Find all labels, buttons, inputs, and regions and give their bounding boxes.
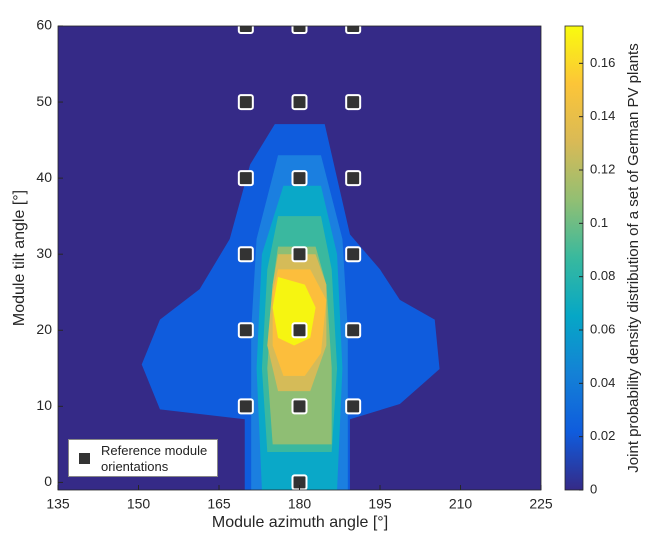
- x-tick-label: 180: [288, 496, 312, 512]
- colorbar-tick-label: 0.12: [590, 161, 615, 176]
- x-tick-label: 150: [127, 496, 151, 512]
- y-tick-label: 50: [36, 93, 52, 109]
- x-tick-label: 135: [46, 496, 70, 512]
- colorbar-tick-label: 0.08: [590, 268, 615, 283]
- reference-point: [291, 170, 308, 187]
- reference-point: [291, 94, 308, 111]
- x-tick-label: 210: [449, 496, 473, 512]
- y-tick-label: 10: [36, 397, 52, 413]
- colorbar-tick-label: 0: [590, 481, 597, 496]
- reference-point: [345, 26, 362, 34]
- y-tick-label: 20: [36, 321, 52, 337]
- x-tick-label: 165: [207, 496, 231, 512]
- colorbar: [564, 25, 584, 491]
- reference-point: [237, 398, 254, 415]
- legend-label: Reference module orientations: [101, 443, 208, 474]
- reference-point: [291, 398, 308, 415]
- reference-point: [345, 322, 362, 339]
- colorbar-tick-label: 0.14: [590, 108, 615, 123]
- colorbar-tick-label: 0.02: [590, 428, 615, 443]
- colorbar-tick-label: 0.1: [590, 215, 608, 230]
- reference-point: [345, 94, 362, 111]
- reference-point: [237, 322, 254, 339]
- y-tick-label: 40: [36, 169, 52, 185]
- x-tick-label: 225: [529, 496, 553, 512]
- reference-point: [237, 26, 254, 34]
- colorbar-tick-label: 0.04: [590, 375, 615, 390]
- reference-point: [237, 170, 254, 187]
- reference-point: [291, 246, 308, 263]
- colorbar-tick-label: 0.06: [590, 321, 615, 336]
- y-axis-label: Module tilt angle [°]: [11, 190, 28, 326]
- reference-point: [291, 26, 308, 34]
- reference-point: [291, 322, 308, 339]
- x-axis-label: Module azimuth angle [°]: [212, 514, 388, 531]
- reference-point: [345, 246, 362, 263]
- reference-point: [345, 398, 362, 415]
- reference-point: [237, 94, 254, 111]
- y-tick-label: 30: [36, 245, 52, 261]
- x-tick-label: 195: [368, 496, 392, 512]
- y-tick-label: 60: [36, 17, 52, 33]
- reference-point: [237, 246, 254, 263]
- colorbar-label: Joint probability density distribution o…: [625, 43, 642, 472]
- legend-marker: [79, 453, 90, 464]
- colorbar-tick-label: 0.16: [590, 55, 615, 70]
- reference-point: [345, 170, 362, 187]
- y-tick-label: 0: [44, 473, 52, 489]
- legend: Reference module orientations: [68, 439, 218, 477]
